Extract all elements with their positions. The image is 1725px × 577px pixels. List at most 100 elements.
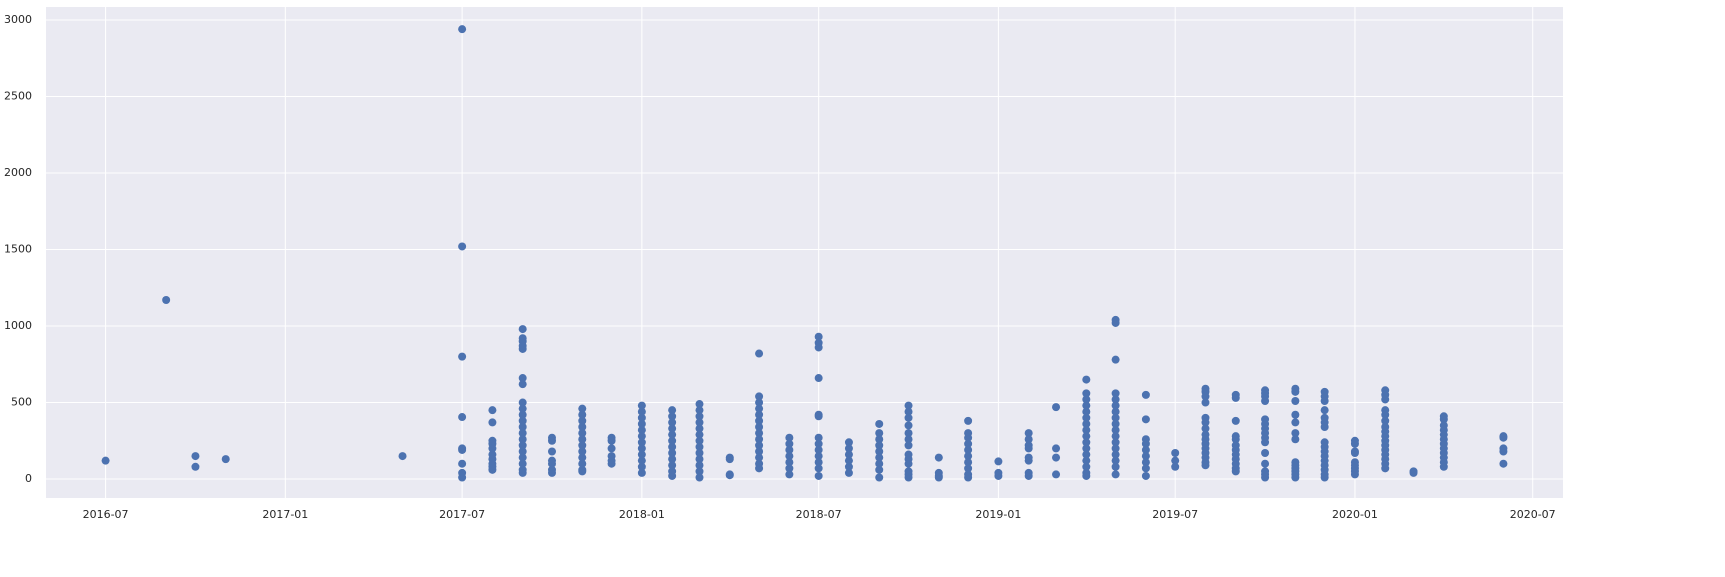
point: [191, 452, 200, 461]
point: [1381, 416, 1390, 425]
point: [488, 406, 497, 415]
point: [1024, 456, 1033, 465]
point: [785, 470, 794, 479]
point: [1111, 450, 1120, 459]
point: [785, 458, 794, 467]
point: [668, 406, 677, 415]
point: [695, 418, 704, 427]
point: [191, 462, 200, 471]
point: [1111, 401, 1120, 410]
point: [637, 456, 646, 465]
point: [785, 452, 794, 461]
point: [964, 439, 973, 448]
point: [1261, 449, 1270, 458]
point: [1171, 456, 1180, 465]
point: [755, 429, 764, 438]
point: [1052, 444, 1061, 453]
point: [1111, 389, 1120, 398]
point: [1381, 395, 1390, 404]
x-tick-label: 2019-07: [1152, 508, 1198, 521]
point: [668, 471, 677, 480]
point: [814, 343, 823, 352]
point: [518, 398, 527, 407]
point: [1111, 318, 1120, 327]
point: [814, 439, 823, 448]
x-tick-label: 2017-01: [262, 508, 308, 521]
point: [458, 352, 467, 361]
x-tick-label: 2017-07: [439, 508, 485, 521]
y-tick-label: 500: [11, 396, 32, 409]
point: [755, 349, 764, 358]
point: [1024, 471, 1033, 480]
point: [964, 445, 973, 454]
point: [1082, 462, 1091, 471]
point: [1024, 444, 1033, 453]
point: [578, 459, 587, 468]
point: [1381, 464, 1390, 473]
point: [1082, 375, 1091, 384]
point: [1201, 418, 1210, 427]
point: [458, 459, 467, 468]
point: [844, 456, 853, 465]
point: [1320, 396, 1329, 405]
point: [518, 410, 527, 419]
point: [875, 453, 884, 462]
point: [904, 429, 913, 438]
point: [458, 25, 467, 34]
point: [695, 406, 704, 415]
point: [755, 441, 764, 450]
point: [458, 445, 467, 454]
point: [547, 468, 556, 477]
point: [1320, 406, 1329, 415]
point: [547, 459, 556, 468]
point: [1082, 389, 1091, 398]
point: [785, 464, 794, 473]
point: [904, 401, 913, 410]
point: [755, 464, 764, 473]
point: [1111, 462, 1120, 471]
point: [695, 449, 704, 458]
point: [518, 416, 527, 425]
point: [1291, 429, 1300, 438]
point: [755, 392, 764, 401]
point: [844, 450, 853, 459]
point: [904, 459, 913, 468]
point: [1291, 387, 1300, 396]
point: [814, 412, 823, 421]
point: [518, 429, 527, 438]
point: [1082, 438, 1091, 447]
point: [518, 374, 527, 383]
point: [964, 464, 973, 473]
point: [1291, 410, 1300, 419]
point: [458, 473, 467, 482]
point: [814, 445, 823, 454]
point: [221, 455, 230, 464]
x-tick-label: 2018-01: [619, 508, 665, 521]
point: [637, 426, 646, 435]
point: [1201, 398, 1210, 407]
point: [637, 419, 646, 428]
point: [1171, 449, 1180, 458]
point: [785, 433, 794, 442]
point: [518, 459, 527, 468]
point: [1052, 403, 1061, 412]
point: [1111, 407, 1120, 416]
point: [814, 332, 823, 341]
y-tick-label: 1000: [4, 319, 32, 332]
point: [1052, 453, 1061, 462]
point: [1111, 432, 1120, 441]
point: [875, 419, 884, 428]
point: [904, 473, 913, 482]
point: [488, 465, 497, 474]
point: [1111, 419, 1120, 428]
point: [695, 473, 704, 482]
point: [1409, 468, 1418, 477]
point: [578, 404, 587, 413]
point: [578, 453, 587, 462]
point: [844, 468, 853, 477]
point: [518, 447, 527, 456]
point: [964, 452, 973, 461]
point: [578, 467, 587, 476]
point: [1320, 473, 1329, 482]
